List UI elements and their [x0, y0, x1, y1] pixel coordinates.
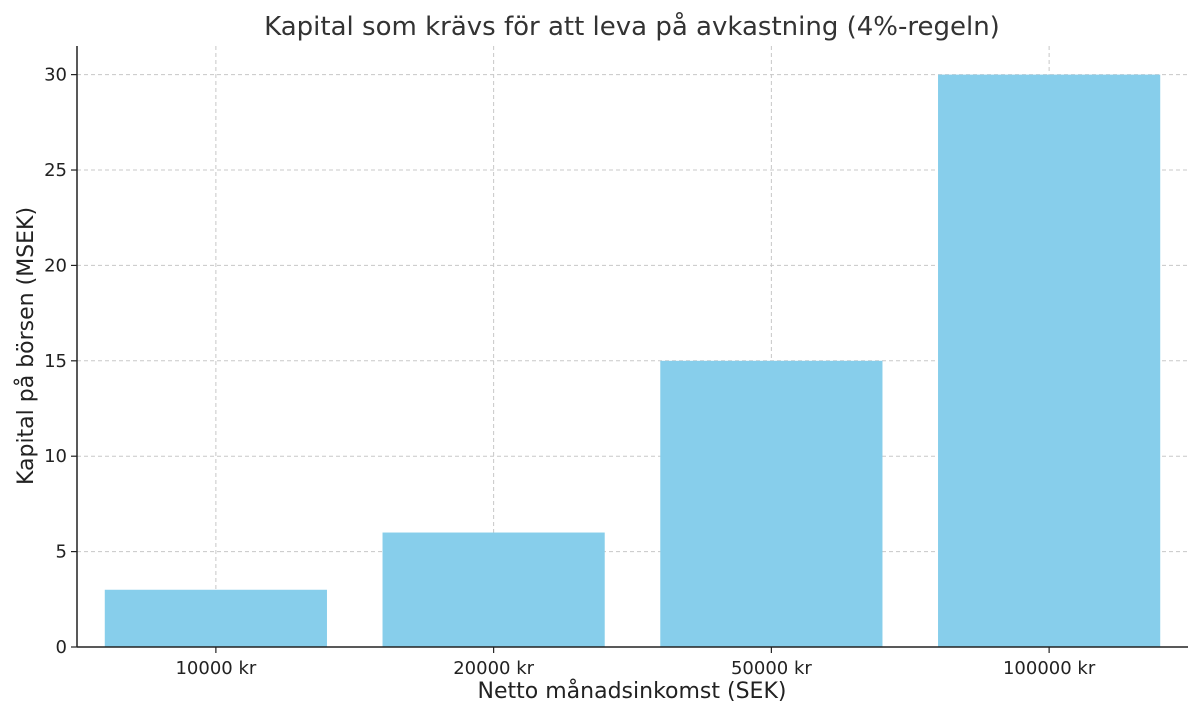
bar [104, 589, 327, 647]
bar [660, 360, 883, 647]
y-tick-label: 10 [44, 446, 67, 467]
y-tick-label: 20 [44, 255, 67, 276]
x-tick-label: 20000 kr [453, 658, 534, 679]
x-tick-label: 100000 kr [1003, 658, 1096, 679]
x-tick-label: 50000 kr [731, 658, 812, 679]
y-tick-label: 25 [44, 160, 67, 181]
y-tick-label: 30 [44, 65, 67, 86]
y-axis-label: Kapital på börsen (MSEK) [13, 207, 39, 485]
axes [71, 46, 1188, 653]
x-tick-label: 10000 kr [175, 658, 256, 679]
y-tick-label: 5 [56, 542, 67, 563]
chart-title: Kapital som krävs för att leva på avkast… [264, 11, 1000, 42]
y-tick-label: 0 [56, 637, 67, 658]
bar [382, 532, 605, 647]
bar [938, 74, 1161, 648]
grid [77, 46, 1188, 648]
tick-labels: 0 5 10 15 20 25 30 10000 kr 20000 kr 50000 kr 1000… [44, 65, 1096, 679]
y-tick-label: 15 [44, 351, 67, 372]
x-axis-label: Netto månadsinkomst (SEK) [478, 678, 787, 704]
bars [104, 74, 1161, 648]
